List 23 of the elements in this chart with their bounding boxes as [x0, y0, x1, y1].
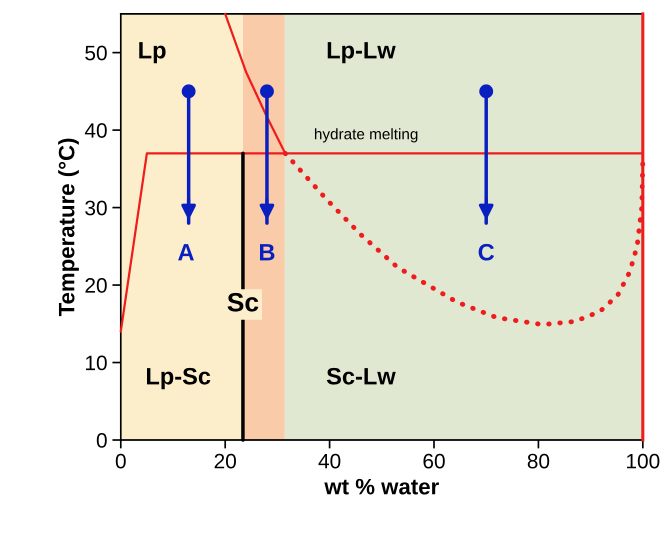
annotation: A — [178, 244, 194, 260]
x-tick-label: 40 — [318, 454, 340, 469]
annotation: Lp-Sc — [146, 368, 210, 390]
y-tick-label: 40 — [84, 123, 107, 138]
y-tick-label: 20 — [85, 278, 107, 293]
x-tick-label: 80 — [528, 454, 550, 469]
x-tick-label: 100 — [627, 454, 660, 469]
annotation: Sc — [228, 292, 258, 312]
x-axis-title: wt % water — [324, 478, 439, 495]
y-tick-label: 30 — [85, 200, 107, 216]
y-tick-label: 50 — [85, 46, 107, 60]
x-tick-label: 0 — [116, 454, 126, 469]
x-tick-label: 60 — [423, 454, 445, 469]
annotation: Sc-Lw — [326, 368, 396, 385]
annotation: hydrate melting — [314, 128, 418, 142]
annotation: B — [260, 244, 274, 260]
y-tick-label: 0 — [96, 433, 107, 448]
annotation: Lp — [139, 42, 166, 64]
y-tick-label: 10 — [86, 356, 107, 370]
annotation: C — [478, 244, 494, 261]
y-axis-title: Temperature (°C) — [58, 138, 79, 316]
annotation: Lp-Lw — [328, 42, 396, 64]
x-tick-label: 20 — [214, 454, 236, 469]
